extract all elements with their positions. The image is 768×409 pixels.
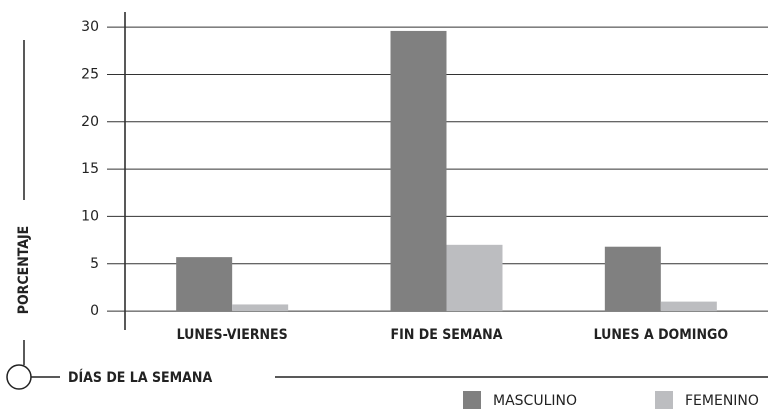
y-tick-label: 15	[81, 161, 99, 177]
y-tick-label: 30	[81, 19, 99, 35]
legend-label: MASCULINO	[493, 393, 577, 409]
bar	[390, 30, 447, 312]
bar	[660, 301, 717, 312]
y-tick-label: 10	[81, 208, 99, 224]
y-tick-label: 5	[90, 256, 99, 272]
bar	[446, 244, 503, 312]
y-tick-label: 25	[81, 66, 99, 82]
y-tick-label: 20	[81, 114, 99, 130]
bar	[604, 246, 661, 312]
legend-swatch	[655, 391, 673, 409]
bar	[232, 304, 289, 312]
origin-circle	[6, 364, 32, 390]
legend-swatch	[463, 391, 481, 409]
x-tick-label: FIN DE SEMANA	[391, 327, 503, 343]
x-tick-label: LUNES-VIERNES	[177, 327, 288, 343]
y-tick-label: 0	[90, 303, 99, 319]
bar	[176, 257, 233, 312]
y-axis-label: PORCENTAJE	[16, 226, 32, 315]
x-tick-label: LUNES A DOMINGO	[594, 327, 729, 343]
legend-label: FEMENINO	[685, 393, 759, 409]
x-axis-label: DÍAS DE LA SEMANA	[68, 369, 212, 386]
